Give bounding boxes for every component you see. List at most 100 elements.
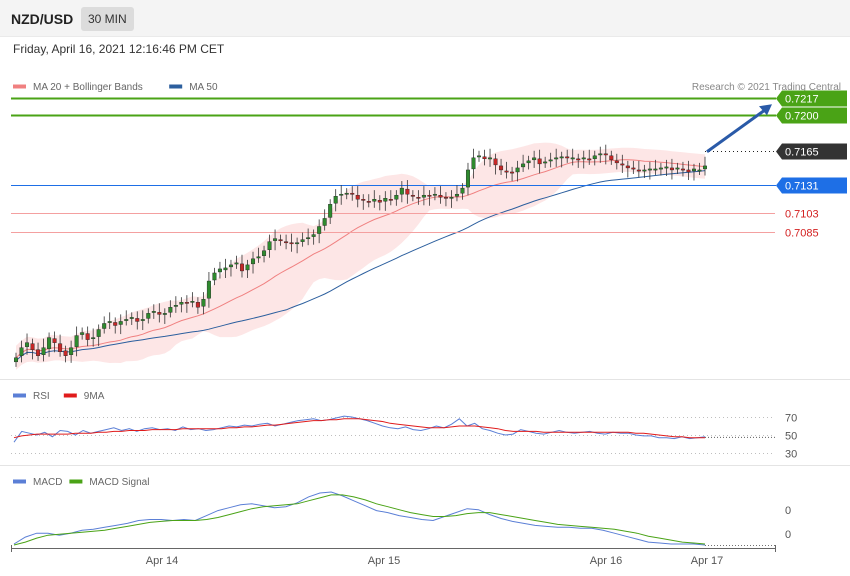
x-tick-label-2: Apr 16	[590, 555, 622, 567]
candle-body	[559, 156, 564, 159]
candle-body	[432, 193, 437, 196]
candle-body	[234, 262, 239, 265]
candle-body	[653, 168, 658, 171]
candle-body	[405, 188, 410, 195]
candle-body	[295, 242, 300, 245]
candle-body	[289, 242, 294, 245]
candle-body	[179, 302, 184, 305]
top-bar: NZD/USD 30 MIN	[0, 0, 850, 37]
candle-body	[372, 199, 377, 202]
candle-body	[383, 198, 388, 202]
candle-body	[554, 157, 559, 160]
candle-body	[25, 342, 30, 347]
candle-body	[675, 167, 680, 170]
candle-body	[493, 158, 498, 166]
candle-body	[465, 169, 470, 188]
panel-divider-rsi	[0, 379, 850, 380]
candle-body	[565, 156, 570, 159]
rsi-legend-label-1: 9MA	[84, 391, 105, 402]
candle-body	[157, 312, 162, 315]
level-label-1: 0.7200	[785, 111, 819, 123]
candle-body	[598, 153, 603, 156]
legend-swatch-1	[169, 84, 183, 89]
candle-body	[91, 337, 96, 340]
candle-body	[416, 197, 421, 199]
candle-body	[642, 169, 647, 172]
candle-body	[135, 318, 140, 322]
candle-body	[173, 305, 178, 307]
candle-body	[443, 197, 448, 199]
panel-divider-macd	[0, 465, 850, 466]
candle-body	[113, 322, 118, 326]
candle-body	[228, 264, 233, 268]
candle-body	[471, 157, 476, 170]
candle-body	[273, 238, 278, 241]
candle-body	[620, 163, 625, 166]
candle-body	[614, 160, 619, 164]
candle-body	[399, 187, 404, 195]
candle-body	[124, 319, 129, 321]
candle-body	[477, 155, 482, 158]
candle-body	[317, 226, 322, 234]
rsi-tick-30: 30	[785, 449, 797, 461]
candle-body	[603, 153, 608, 156]
candle-body	[300, 239, 305, 242]
timeframe-badge[interactable]: 30 MIN	[81, 7, 134, 31]
candle-body	[438, 194, 443, 198]
bollinger-band	[16, 142, 705, 370]
candle-body	[427, 194, 432, 197]
rsi-series-0	[13, 415, 706, 443]
candle-body	[581, 157, 586, 160]
candle-body	[658, 167, 663, 170]
candle-body	[703, 165, 708, 170]
candle-body	[543, 161, 548, 164]
candle-body	[85, 333, 90, 340]
macd-legend-label-0: MACD	[33, 477, 62, 488]
level-label-5: 0.7085	[785, 228, 819, 240]
level-box-2	[776, 143, 847, 160]
x-tick-label-0: Apr 14	[146, 555, 178, 567]
candle-body	[107, 321, 112, 323]
candle-body	[63, 350, 68, 356]
candle-body	[69, 347, 74, 355]
chart-credit: Research © 2021 Trading Central	[692, 82, 841, 93]
candle-body	[366, 201, 371, 203]
candle-body	[41, 347, 46, 355]
candle-body	[686, 169, 691, 173]
macd-legend-swatch-1	[69, 479, 83, 484]
candle-body	[587, 158, 592, 161]
level-label-4: 0.7103	[785, 209, 819, 221]
candle-body	[47, 337, 52, 349]
candle-body	[267, 241, 272, 250]
candle-body	[278, 239, 283, 242]
level-label-2: 0.7165	[785, 147, 819, 159]
level-box-1	[776, 107, 847, 124]
candle-body	[355, 194, 360, 200]
candle-body	[96, 329, 101, 337]
candles	[13, 144, 708, 367]
candle-body	[162, 313, 167, 315]
rsi-legend-label-0: RSI	[33, 391, 50, 402]
candle-body	[190, 301, 195, 303]
candle-body	[36, 349, 41, 356]
legend-swatch-0	[13, 84, 26, 89]
candle-body	[609, 155, 614, 161]
macd-series-1	[13, 494, 706, 546]
price-legend: MA 20 + Bollinger Bands MA 50	[13, 82, 218, 93]
rsi-legend: RSI 9MA	[13, 391, 105, 402]
candle-body	[74, 335, 79, 347]
candle-body	[306, 237, 311, 240]
candle-body	[669, 167, 674, 171]
candle-body	[421, 194, 426, 198]
level-label-3: 0.7131	[785, 181, 819, 193]
level-box-0	[776, 90, 847, 107]
candle-body	[576, 158, 581, 161]
candle-body	[460, 187, 465, 194]
candle-body	[647, 168, 652, 171]
candle-body	[499, 165, 504, 171]
candle-body	[223, 267, 228, 271]
candle-body	[350, 192, 355, 195]
candle-body	[284, 241, 289, 244]
candle-body	[515, 167, 520, 173]
x-tick-label-1: Apr 15	[368, 555, 400, 567]
